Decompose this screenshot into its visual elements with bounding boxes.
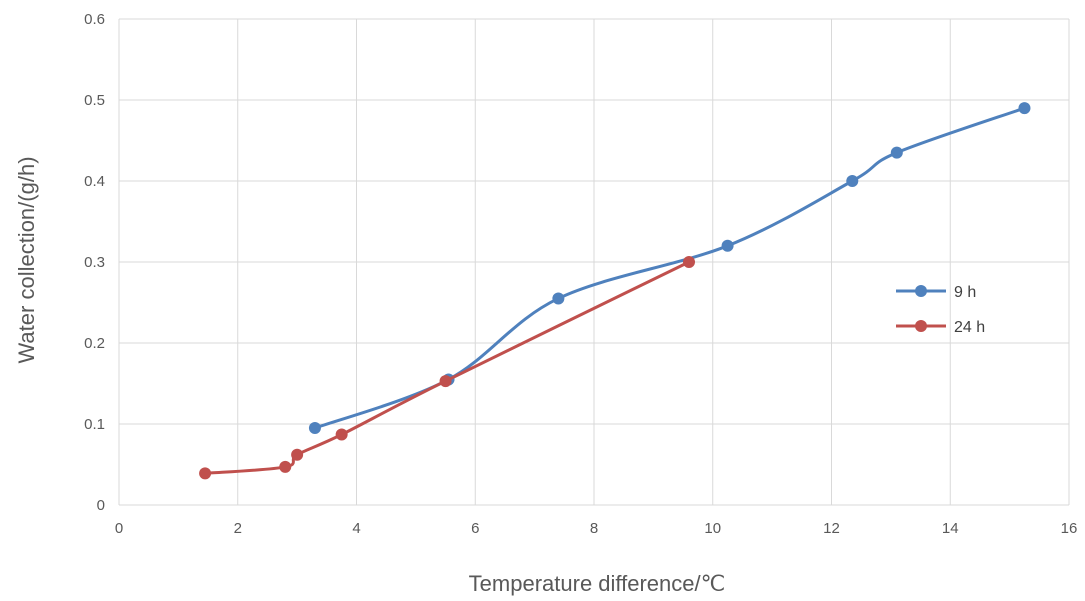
x-tick-label: 0 xyxy=(115,520,123,537)
x-tick-label: 10 xyxy=(704,520,721,537)
x-tick-label: 2 xyxy=(234,520,242,537)
series xyxy=(199,102,1031,480)
tick-labels: 0 2 4 6 8 10 12 14 16 0 0.1 0.2 0.3 0.4 0.5 0.6 xyxy=(84,11,1077,537)
legend-label: 9 h xyxy=(954,284,976,301)
data-point xyxy=(552,292,565,305)
x-tick-label: 6 xyxy=(471,520,479,537)
data-point xyxy=(439,375,452,388)
data-point xyxy=(1018,102,1031,115)
x-tick-label: 16 xyxy=(1061,520,1078,537)
y-tick-label: 0.5 xyxy=(84,92,105,109)
x-axis-title: Temperature difference/℃ xyxy=(469,571,726,596)
legend-item: 24 h xyxy=(896,319,985,336)
data-point xyxy=(199,467,212,480)
legend: 9 h 24 h xyxy=(896,284,985,336)
x-tick-label: 8 xyxy=(590,520,598,537)
legend-swatch-marker xyxy=(915,285,927,297)
y-tick-label: 0.3 xyxy=(84,254,105,271)
y-axis-title: Water collection/(g/h) xyxy=(14,156,39,363)
series-1 xyxy=(199,256,695,480)
data-point xyxy=(846,175,859,187)
y-tick-label: 0.1 xyxy=(84,416,105,433)
x-tick-label: 12 xyxy=(823,520,840,537)
data-point xyxy=(291,448,304,461)
legend-swatch-marker xyxy=(915,320,927,332)
series-line xyxy=(203,260,691,475)
data-point xyxy=(308,422,321,435)
legend-item: 9 h xyxy=(896,284,976,301)
grid xyxy=(118,18,1070,506)
legend-label: 24 h xyxy=(954,319,985,336)
data-point xyxy=(890,146,903,159)
series-line xyxy=(313,106,1026,430)
series-0 xyxy=(308,102,1031,435)
data-point xyxy=(279,460,292,473)
y-tick-label: 0.4 xyxy=(84,173,105,190)
x-tick-label: 14 xyxy=(942,520,959,537)
y-tick-label: 0.6 xyxy=(84,11,105,28)
y-tick-label: 0.2 xyxy=(84,335,105,352)
y-tick-label: 0 xyxy=(97,497,105,514)
data-point xyxy=(335,428,348,441)
data-point xyxy=(721,239,734,252)
data-point xyxy=(683,256,695,268)
x-tick-label: 4 xyxy=(352,520,360,537)
